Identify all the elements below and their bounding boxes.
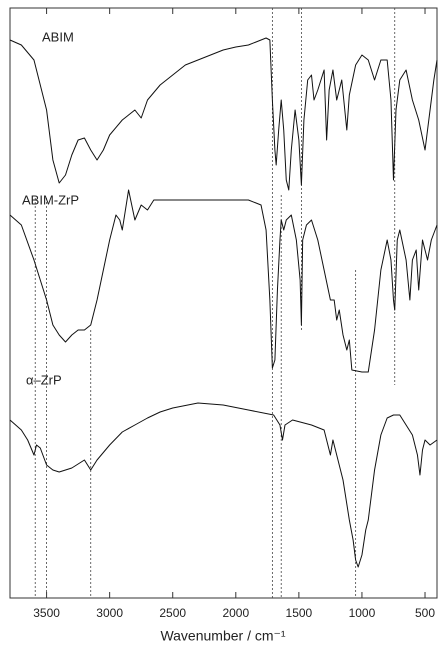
spectrum (9, 37, 438, 191)
spectrum (9, 189, 438, 373)
spectrum-label: ABIM (42, 29, 74, 44)
x-tick-label: 3000 (96, 606, 123, 620)
plot-frame (9, 7, 438, 599)
spectrum-label: ABIM-ZrP (22, 192, 79, 207)
spectrum-label: α–ZrP (26, 372, 62, 387)
x-tick-label: 2500 (159, 606, 186, 620)
spectrum (9, 402, 438, 568)
x-tick-label: 3500 (33, 606, 60, 620)
x-tick-label: 500 (415, 606, 435, 620)
x-axis-title: Wavenumber / cm⁻¹ (160, 628, 285, 644)
x-tick-label: 1500 (286, 606, 313, 620)
x-tick-label: 2000 (222, 606, 249, 620)
x-tick-label: 1000 (349, 606, 376, 620)
